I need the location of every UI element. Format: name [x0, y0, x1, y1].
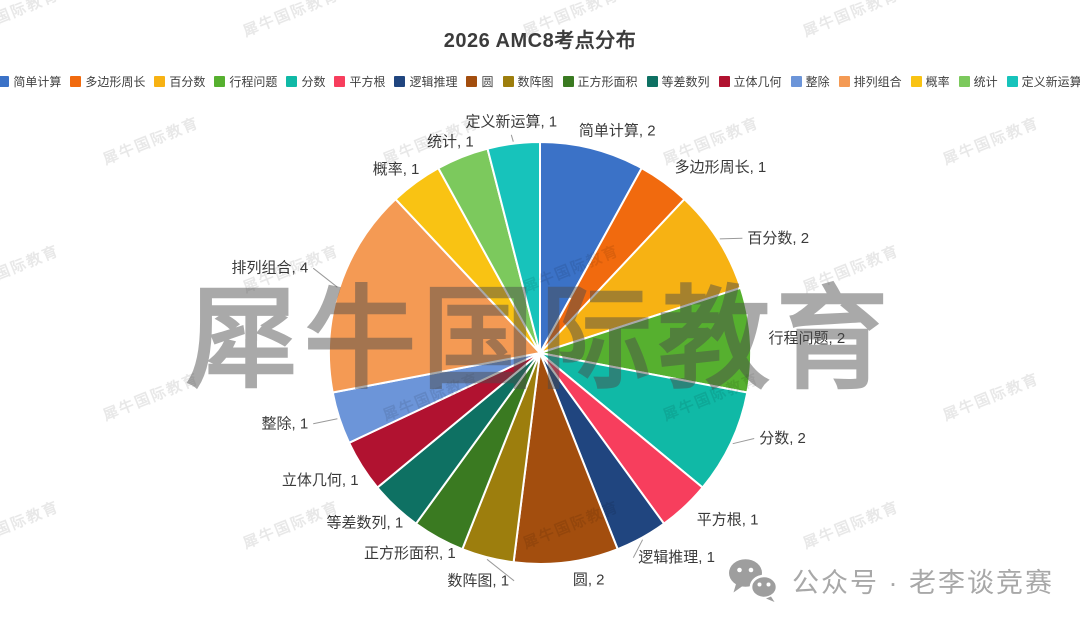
- legend-swatch-15: [958, 76, 970, 87]
- legend-item-7: 圆: [466, 73, 494, 90]
- legend-label-2: 百分数: [169, 75, 206, 89]
- chart-title: 2026 AMC8考点分布: [443, 30, 637, 52]
- label-leader-line-6: [632, 539, 644, 558]
- legend-item-4: 分数: [286, 73, 325, 90]
- legend-item-9: 正方形面积: [562, 73, 638, 90]
- legend-swatch-1: [70, 76, 82, 87]
- label-leader-line-4: [732, 438, 755, 445]
- legend-item-14: 概率: [910, 73, 950, 90]
- legend-swatch-8: [502, 76, 514, 87]
- pie-slice-13: [328, 198, 541, 394]
- slice-label-3: 行程问题, 2: [769, 330, 846, 347]
- legend-item-1: 多边形周长: [70, 73, 145, 90]
- legend-swatch-0: [0, 76, 10, 87]
- legend-swatch-12: [790, 76, 802, 87]
- legend-item-6: 逻辑推理: [394, 73, 457, 90]
- legend-label-11: 立体几何: [733, 75, 782, 89]
- wechat-icon: [729, 559, 778, 602]
- slice-label-13: 排列组合, 4: [232, 260, 309, 277]
- slice-label-1: 多边形周长, 1: [675, 159, 767, 176]
- label-leader-line-12: [313, 418, 338, 425]
- legend-swatch-9: [562, 76, 574, 87]
- legend-swatch-14: [910, 76, 922, 87]
- legend-label-14: 概率: [925, 75, 950, 89]
- slice-label-5: 平方根, 1: [697, 511, 759, 528]
- slice-label-11: 立体几何, 1: [282, 472, 359, 489]
- legend-item-12: 整除: [790, 73, 830, 90]
- watermark-center-text: 犀牛国际教育: [186, 277, 894, 402]
- legend-label-8: 数阵图: [517, 75, 554, 89]
- pie-slice-7: [512, 352, 619, 565]
- legend-swatch-3: [214, 76, 226, 87]
- legend-label-12: 整除: [805, 75, 830, 89]
- legend-swatch-11: [718, 76, 730, 87]
- legend-swatch-7: [466, 76, 478, 87]
- label-leader-line-16: [510, 134, 514, 142]
- legend-item-10: 等差数列: [646, 73, 710, 90]
- slice-label-9: 正方形面积, 1: [364, 545, 456, 562]
- slice-label-10: 等差数列, 1: [327, 513, 404, 531]
- legend-item-15: 统计: [958, 73, 998, 90]
- legend-swatch-5: [334, 76, 346, 87]
- legend-label-0: 简单计算: [13, 75, 62, 89]
- pie-slice-2: [539, 198, 742, 354]
- legend-label-13: 排列组合: [853, 75, 902, 89]
- label-leader-line-8: [486, 558, 515, 582]
- pie-slice-16: [486, 140, 541, 354]
- legend-label-6: 逻辑推理: [409, 75, 458, 89]
- legend-item-13: 排列组合: [838, 73, 902, 90]
- slice-label-8: 数阵图, 1: [447, 572, 509, 589]
- legend-swatch-6: [394, 76, 406, 87]
- pie-slice-0: [539, 141, 643, 354]
- legend-swatch-16: [1006, 76, 1018, 87]
- slice-label-16: 定义新运算, 1: [465, 112, 557, 130]
- legend-item-3: 行程问题: [214, 73, 277, 90]
- legend-label-1: 多边形周长: [85, 75, 146, 89]
- legend-swatch-4: [286, 76, 298, 87]
- legend-item-0: 简单计算: [0, 73, 61, 90]
- legend: 简单计算 多边形周长 百分数 行程问题 分数 平方根 逻辑推理 圆 数阵图 正方形面积 等差数列 立体…: [0, 73, 1080, 90]
- legend-label-10: 等差数列: [661, 75, 710, 89]
- legend-label-15: 统计: [973, 75, 998, 89]
- slice-label-7: 圆, 2: [573, 572, 605, 589]
- legend-item-2: 百分数: [154, 73, 205, 90]
- slice-label-4: 分数, 2: [759, 430, 806, 447]
- slice-label-2: 百分数, 2: [747, 230, 809, 247]
- wechat-footer: 公众号 · 老李谈竞赛: [728, 558, 1054, 602]
- slice-label-15: 统计, 1: [427, 134, 474, 151]
- legend-swatch-10: [646, 76, 658, 87]
- legend-swatch-2: [154, 76, 166, 87]
- legend-label-3: 行程问题: [229, 75, 278, 89]
- legend-item-16: 定义新运算: [1006, 73, 1080, 90]
- legend-label-5: 平方根: [349, 75, 386, 89]
- label-leader-line-2: [719, 237, 743, 240]
- slice-label-12: 整除, 1: [262, 415, 309, 432]
- legend-label-16: 定义新运算: [1021, 75, 1080, 89]
- pie-slice-3: [539, 286, 752, 394]
- slice-label-0: 简单计算, 2: [579, 122, 656, 140]
- label-leader-line-13: [312, 267, 338, 288]
- pie-slice-4: [539, 352, 749, 489]
- legend-label-4: 分数: [301, 75, 326, 89]
- slice-label-14: 概率, 1: [373, 161, 420, 178]
- legend-item-8: 数阵图: [502, 73, 554, 90]
- wechat-account-text: 公众号 · 老李谈竞赛: [792, 567, 1054, 598]
- legend-item-11: 立体几何: [718, 73, 782, 90]
- legend-label-9: 正方形面积: [577, 75, 638, 89]
- slice-label-6: 逻辑推理, 1: [638, 549, 715, 566]
- legend-swatch-13: [838, 76, 850, 87]
- legend-item-5: 平方根: [334, 73, 385, 90]
- legend-label-7: 圆: [481, 75, 494, 89]
